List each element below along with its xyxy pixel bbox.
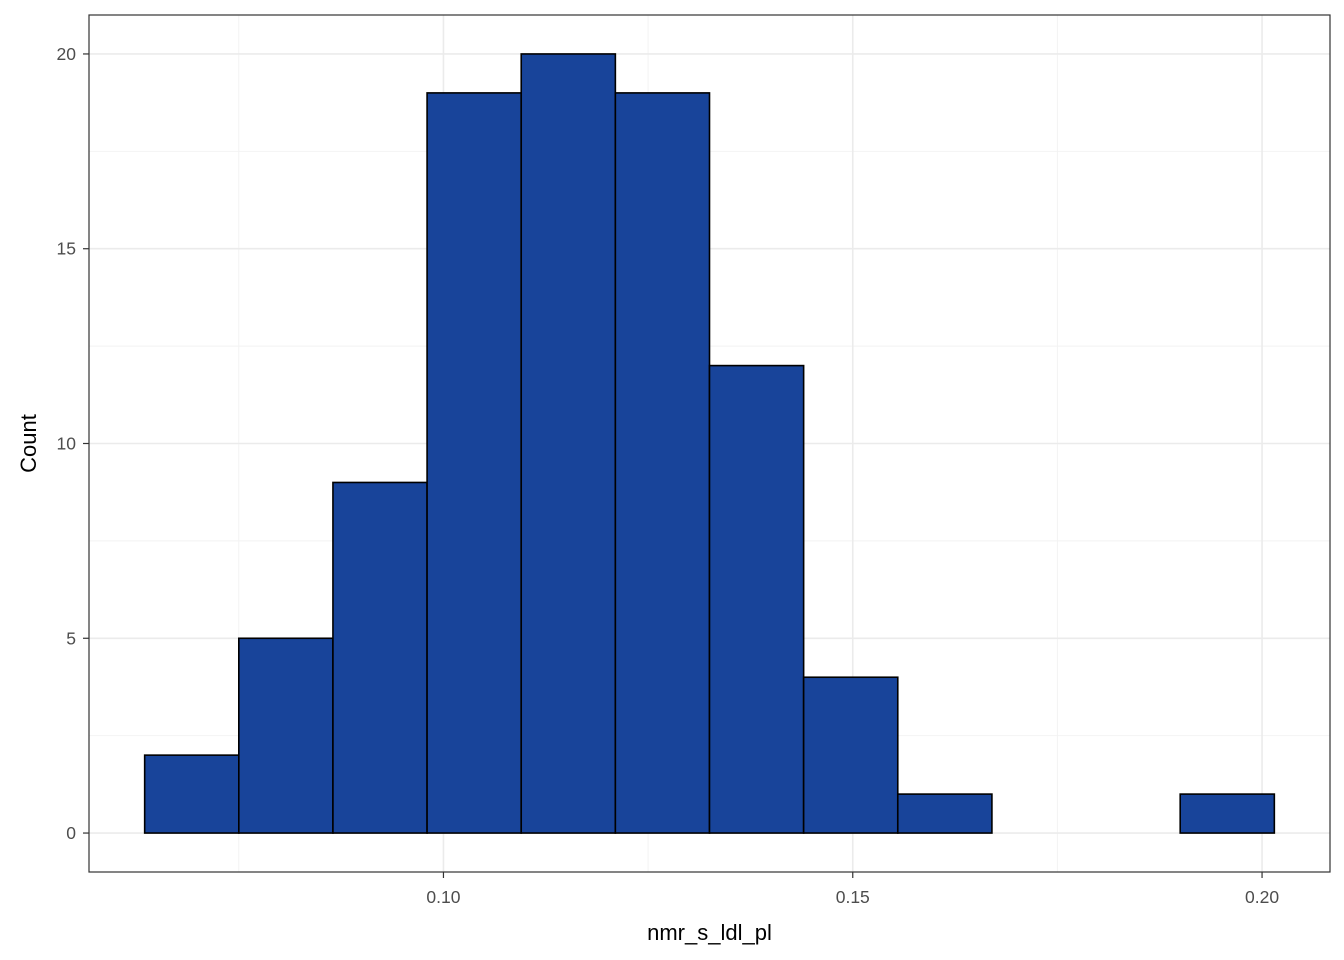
histogram-bar (1179, 793, 1276, 834)
y-axis-title: Count (16, 414, 41, 473)
histogram-bar (332, 481, 428, 834)
x-tick-label: 0.10 (426, 887, 460, 907)
x-tick-label: 0.20 (1245, 887, 1279, 907)
histogram-bars (143, 53, 1276, 834)
y-tick-label: 15 (57, 239, 76, 259)
x-tick-label: 0.15 (836, 887, 870, 907)
y-tick-label: 0 (66, 823, 76, 843)
histogram-bar (238, 637, 334, 834)
histogram-bar (520, 53, 617, 834)
histogram-bar (896, 793, 993, 834)
x-axis-title: nmr_s_ldl_pl (647, 920, 772, 945)
histogram-bar (614, 92, 711, 834)
y-tick-label: 10 (57, 434, 77, 454)
histogram-bar (426, 92, 523, 834)
y-tick-label: 5 (66, 628, 76, 648)
y-tick-label: 20 (57, 44, 77, 64)
axes: 0 5 10 15 20 0.10 0.15 0.20 (57, 44, 1280, 907)
histogram-bar (708, 364, 805, 834)
histogram-bar (143, 754, 240, 834)
histogram-bar (802, 676, 899, 834)
